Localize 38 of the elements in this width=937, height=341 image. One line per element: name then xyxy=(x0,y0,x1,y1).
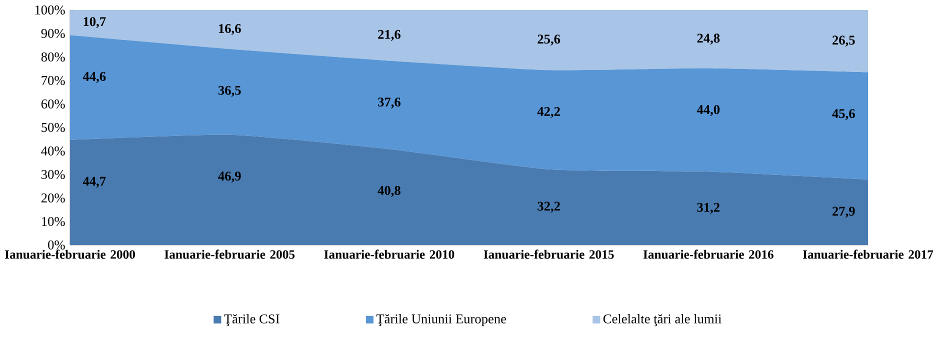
y-tick-label: 100% xyxy=(35,5,65,15)
x-tick-label: Ianuarie-februarie 2000 xyxy=(5,250,135,259)
y-tick-label: 20% xyxy=(41,193,65,202)
y-tick-label: 10% xyxy=(42,216,65,226)
y-tick-label: 40% xyxy=(41,146,65,156)
x-tick-label: Ianuarie-februarie 2010 xyxy=(324,250,454,259)
y-tick-label: 60% xyxy=(41,99,65,108)
x-tick-label: Ianuarie-februarie 2016 xyxy=(643,250,774,259)
data-label: 21,6 xyxy=(378,30,400,41)
data-label: 16,6 xyxy=(219,24,241,35)
data-label: 46,9 xyxy=(218,172,241,183)
data-label: 27,9 xyxy=(832,206,855,218)
data-label: 42,2 xyxy=(537,107,560,118)
data-label: 26,5 xyxy=(832,36,855,47)
data-label: 44,7 xyxy=(82,176,106,188)
data-label: 44,0 xyxy=(696,105,720,116)
y-tick-label: 50% xyxy=(42,122,65,132)
data-label: 25,6 xyxy=(538,34,560,46)
data-label: 36,5 xyxy=(218,86,241,97)
legend-label: Ţările Uniunii Europene xyxy=(376,314,506,326)
y-tick-label: 70% xyxy=(42,76,65,86)
data-label: 44,6 xyxy=(82,72,106,83)
x-tick-label: Ianuarie-februarie 2017 xyxy=(802,250,934,259)
y-tick-label: 0% xyxy=(48,240,65,250)
data-label: 24,8 xyxy=(697,34,720,45)
data-label: 32,2 xyxy=(538,202,560,213)
x-tick-label: Ianuarie-februarie 2005 xyxy=(164,250,295,259)
data-label: 31,2 xyxy=(697,202,720,214)
data-label: 37,6 xyxy=(378,98,400,108)
data-label: 45,6 xyxy=(832,109,855,120)
data-label: 40,8 xyxy=(378,186,400,197)
legend-label: Celelalte ţări ale lumii xyxy=(603,314,722,326)
x-tick-label: Ianuarie-februarie 2015 xyxy=(484,250,614,259)
y-tick-label: 30% xyxy=(42,170,65,179)
y-tick-label: 90% xyxy=(41,28,65,38)
legend-label: Ţările CSI xyxy=(224,314,280,326)
data-label: 10,7 xyxy=(84,17,106,28)
y-tick-label: 80% xyxy=(41,52,65,62)
